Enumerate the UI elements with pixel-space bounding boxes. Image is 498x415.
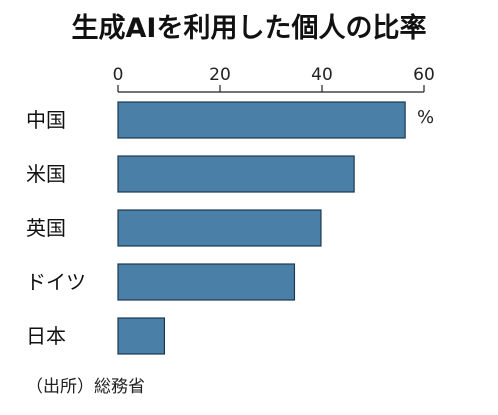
category-label-4: 日本 <box>26 324 66 348</box>
x-axis-ticks: 0 20 40 60 <box>113 65 435 92</box>
category-label-2: 英国 <box>26 216 66 240</box>
bar-4 <box>117 317 166 355</box>
bars <box>117 101 406 355</box>
category-label-3: ドイツ <box>26 270 86 294</box>
bar-1 <box>117 155 355 193</box>
source-note: （出所）総務省 <box>26 377 145 397</box>
bar-3 <box>117 263 296 301</box>
x-tick-label-40: 40 <box>311 65 333 85</box>
bar-0 <box>117 101 406 139</box>
unit-label: % <box>417 107 434 128</box>
chart-title: 生成AIを利用した個人の比率 <box>72 12 427 44</box>
category-label-1: 米国 <box>26 162 66 186</box>
x-tick-label-60: 60 <box>413 65 435 85</box>
x-tick-label-0: 0 <box>113 65 124 85</box>
x-tick-label-20: 20 <box>209 65 231 85</box>
bar-2 <box>117 209 322 247</box>
category-label-0: 中国 <box>26 108 66 132</box>
